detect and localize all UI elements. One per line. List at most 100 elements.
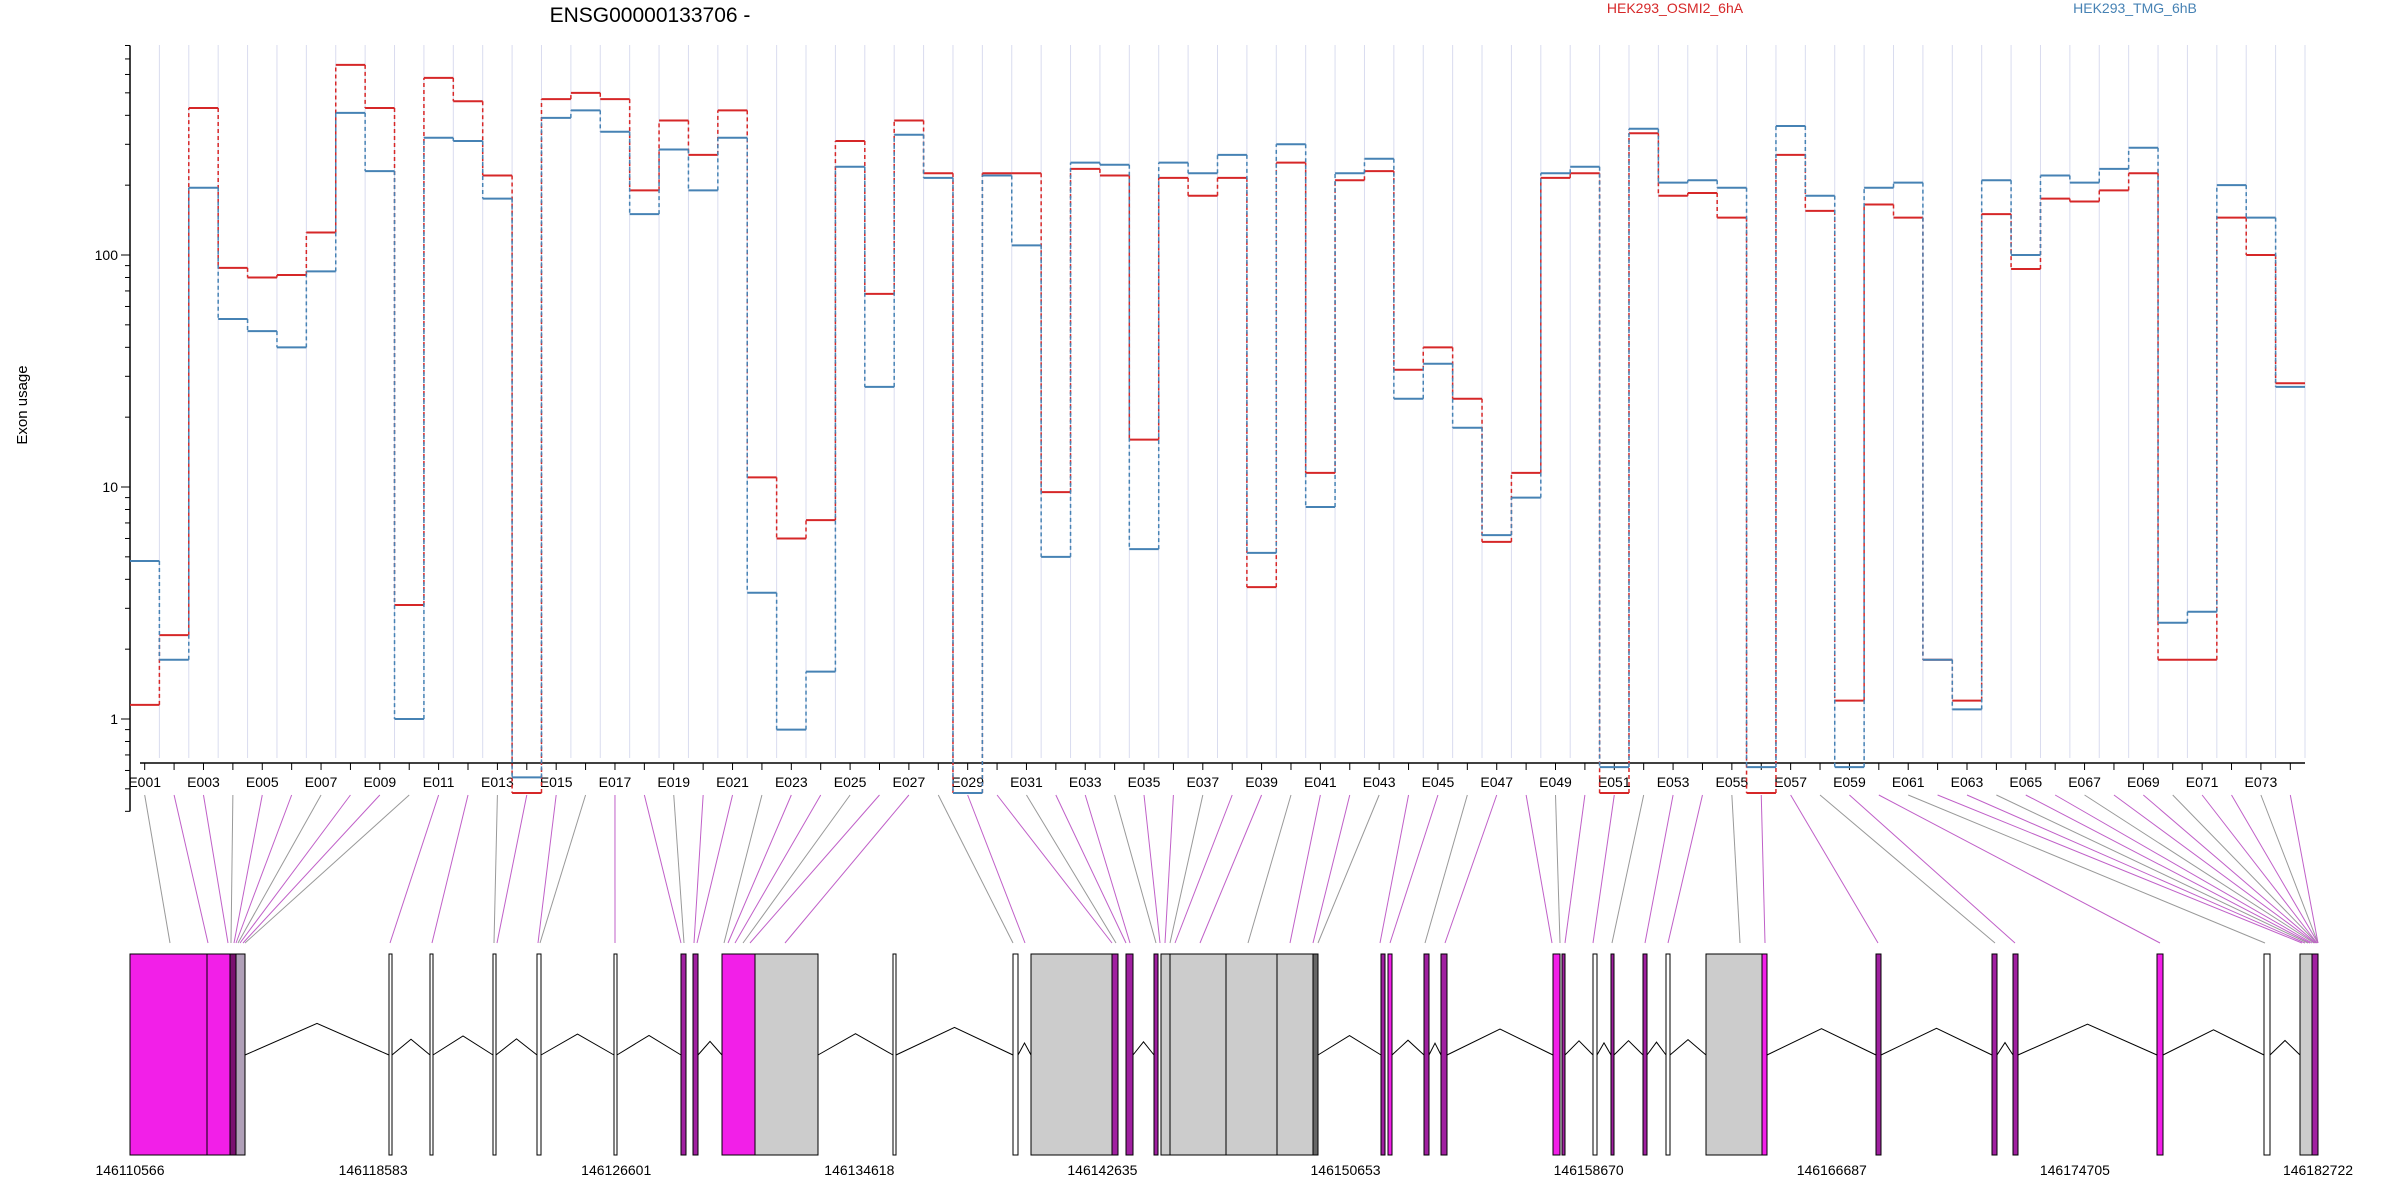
exon-connector xyxy=(389,794,440,944)
exon-connector xyxy=(1908,794,2266,944)
exon-box xyxy=(1561,953,1566,1156)
intron-line xyxy=(391,1038,431,1056)
exon-box xyxy=(892,953,897,1156)
x-tick-label: E055 xyxy=(1716,774,1749,790)
exon-box xyxy=(1169,953,1227,1156)
exon-connectors xyxy=(144,794,2319,944)
exon-connector xyxy=(230,794,234,944)
exon-connector xyxy=(1525,794,1553,944)
axes: 1 10 100 E001 E003 E005 E007 E009 E011 E013 E015 E0… xyxy=(95,44,2305,812)
exon-connector xyxy=(496,794,528,944)
exon-connector xyxy=(1247,794,1292,944)
x-tick-label: E019 xyxy=(657,774,690,790)
exon-box xyxy=(1552,953,1561,1156)
intron-line xyxy=(697,1040,723,1056)
x-tick-label: E011 xyxy=(423,774,455,790)
x-tick-label: E035 xyxy=(1128,774,1161,790)
intron-line xyxy=(1446,1028,1554,1056)
y-tick-label: 100 xyxy=(95,247,119,263)
x-tick-label: E015 xyxy=(540,774,573,790)
intron-line xyxy=(616,1034,682,1056)
exon-box xyxy=(1423,953,1430,1156)
y-tick-label: 10 xyxy=(102,479,118,495)
exon-box xyxy=(692,953,699,1156)
intron-line xyxy=(1596,1041,1612,1056)
intron-line xyxy=(1317,1034,1382,1056)
x-tick-label: E045 xyxy=(1422,774,1455,790)
x-tick-label: E041 xyxy=(1304,774,1337,790)
exon-connector xyxy=(727,794,792,944)
exon-connector xyxy=(1379,794,1410,944)
intron-line xyxy=(244,1022,390,1056)
x-tick-label: E059 xyxy=(1833,774,1866,790)
intron-line xyxy=(495,1038,538,1056)
exon-box xyxy=(1380,953,1386,1156)
exon-connector xyxy=(2260,794,2319,944)
exon-box xyxy=(680,953,687,1156)
exon-box xyxy=(1610,953,1615,1156)
x-tick-label: E021 xyxy=(716,774,749,790)
exon-box xyxy=(1153,953,1159,1156)
exon-connector xyxy=(2113,794,2316,944)
y-axis-label: Exon usage xyxy=(14,365,31,444)
exon-connector xyxy=(1114,794,1157,944)
exon-connector xyxy=(539,794,587,944)
chart-title: ENSG00000133706 - xyxy=(550,4,751,27)
exon-box xyxy=(1387,953,1393,1156)
exon-connector xyxy=(1143,794,1161,944)
exon-box xyxy=(1592,953,1598,1156)
exon-connector xyxy=(742,794,851,944)
exon-box xyxy=(1225,953,1278,1156)
intron-line xyxy=(1428,1042,1442,1056)
genomic-coordinate-label: 146142635 xyxy=(1067,1162,1137,1178)
exon-box xyxy=(388,953,393,1156)
exon-connector xyxy=(1199,794,1263,944)
x-tick-label: E069 xyxy=(2127,774,2160,790)
genomic-coordinate-label: 146110566 xyxy=(95,1162,164,1178)
exon-connector xyxy=(1878,794,2161,944)
exon-connector xyxy=(1996,794,2309,944)
exon-connector xyxy=(1289,794,1321,944)
x-tick-label: E049 xyxy=(1539,774,1572,790)
genomic-coordinate-label: 146182722 xyxy=(2283,1162,2353,1178)
legend-series-1: HEK293_OSMI2_6hA xyxy=(1607,0,1744,16)
exon-box xyxy=(229,953,237,1156)
genomic-coordinate-label: 146150653 xyxy=(1311,1162,1381,1178)
gene-model: 146110566 146118583 146126601 146134618 1461… xyxy=(95,953,2353,1178)
x-tick-label: E005 xyxy=(246,774,279,790)
exon-connector xyxy=(1849,794,2016,944)
exon-box xyxy=(2263,953,2271,1156)
exon-connector xyxy=(144,794,171,944)
intron-line xyxy=(2017,1023,2158,1056)
exon-connector xyxy=(1966,794,2306,944)
x-tick-label: E037 xyxy=(1186,774,1219,790)
exon-box xyxy=(1761,953,1768,1156)
x-tick-label: E029 xyxy=(951,774,984,790)
exon-connector xyxy=(1819,794,1996,944)
exon-connector xyxy=(173,794,209,944)
genomic-coordinate-label: 146126601 xyxy=(581,1162,651,1178)
exon-connector xyxy=(2172,794,2318,944)
exon-connector xyxy=(235,794,293,944)
exon-box xyxy=(206,953,231,1156)
exon-connector xyxy=(233,794,263,944)
exon-box xyxy=(235,953,246,1156)
exon-connector xyxy=(996,794,1113,944)
exon-connector xyxy=(493,794,498,944)
intron-line xyxy=(540,1033,615,1056)
exon-box xyxy=(1312,953,1319,1156)
genomic-coordinate-label: 146118583 xyxy=(339,1162,408,1178)
intron-line xyxy=(895,1026,1014,1056)
exon-connector xyxy=(1444,794,1498,944)
exon-box xyxy=(1012,953,1019,1156)
exon-connector xyxy=(537,794,557,944)
x-tick-label: E073 xyxy=(2245,774,2278,790)
exon-box xyxy=(1160,953,1171,1156)
exon-connector xyxy=(673,794,685,944)
x-tick-label: E061 xyxy=(1892,774,1925,790)
x-tick-label: E001 xyxy=(128,774,161,790)
x-tick-label: E033 xyxy=(1069,774,1102,790)
genomic-coordinate-label: 146134618 xyxy=(824,1162,894,1178)
x-tick-label: E039 xyxy=(1245,774,1278,790)
exon-box xyxy=(1125,953,1134,1156)
